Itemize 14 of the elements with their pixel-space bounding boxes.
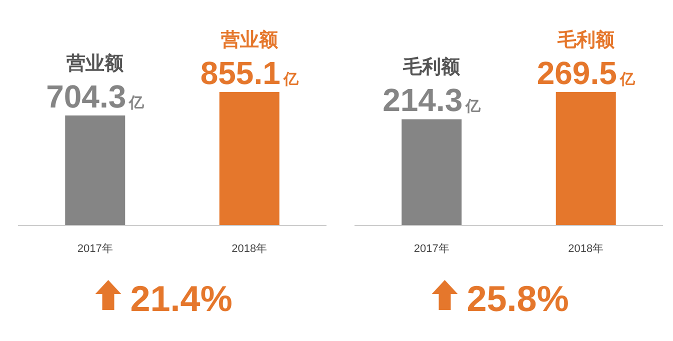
data-label: 704.3亿 [46, 78, 146, 114]
x-tick-label: 2017年 [414, 243, 450, 255]
annotation: 营业额 [66, 52, 125, 74]
text: 21.4% [130, 278, 232, 319]
annotation: 营业额 [220, 29, 279, 51]
x-tick-label: 2018年 [568, 243, 604, 255]
data-label: 269.5亿 [536, 55, 636, 91]
x-tick-label: 2017年 [77, 243, 113, 255]
data-label: 214.3亿 [382, 82, 482, 118]
annotation: 毛利额 [556, 29, 616, 51]
x-tick-label: 2018年 [232, 243, 268, 255]
data-label: 855.1亿 [200, 55, 300, 91]
text: 25.8% [466, 278, 569, 319]
annotation: 毛利额 [402, 56, 462, 78]
